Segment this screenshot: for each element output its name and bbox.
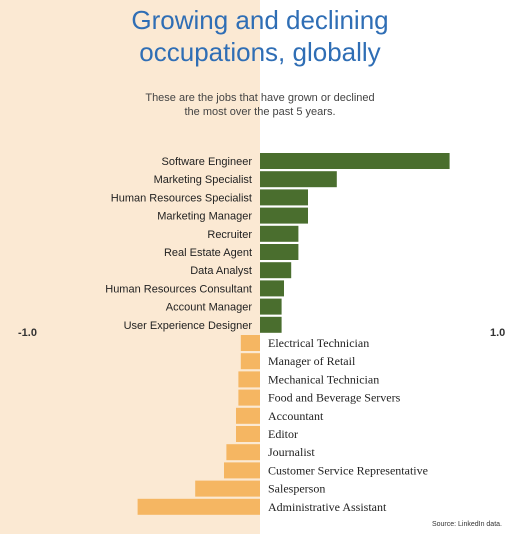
label-account-manager: Account Manager [166, 302, 253, 314]
bar-human-resources-consultant [260, 280, 284, 297]
bar-salesperson [195, 480, 260, 497]
label-data-analyst: Data Analyst [190, 265, 252, 277]
chart-title: Growing and declining occupations, globa… [131, 5, 389, 67]
label-food-and-beverage-servers: Food and Beverage Servers [268, 391, 401, 405]
label-recruiter: Recruiter [207, 229, 252, 241]
label-accountant: Accountant [268, 409, 324, 423]
label-customer-service-representative: Customer Service Representative [268, 463, 428, 477]
bar-manager-of-retail [240, 353, 260, 370]
bar-journalist [226, 444, 260, 461]
label-human-resources-specialist: Human Resources Specialist [111, 192, 252, 204]
label-administrative-assistant: Administrative Assistant [268, 500, 387, 514]
label-editor: Editor [268, 427, 298, 441]
label-marketing-specialist: Marketing Specialist [154, 174, 252, 186]
label-software-engineer: Software Engineer [162, 156, 253, 168]
label-mechanical-technician: Mechanical Technician [268, 372, 379, 386]
bar-mechanical-technician [238, 371, 260, 388]
bar-editor [236, 426, 260, 442]
chart-subtitle: These are the jobs that have grown or de… [145, 92, 375, 118]
bar-administrative-assistant [137, 498, 260, 515]
bar-food-and-beverage-servers [238, 389, 260, 406]
source-note: Source: LinkedIn data. [431, 521, 502, 528]
label-manager-of-retail: Manager of Retail [268, 354, 356, 368]
bars-group [137, 153, 450, 515]
bar-account-manager [260, 298, 282, 315]
label-human-resources-consultant: Human Resources Consultant [105, 283, 252, 295]
left-half-background [0, 0, 260, 534]
bar-data-analyst [260, 262, 292, 279]
bar-user-experience-designer [260, 316, 282, 333]
bar-electrical-technician [240, 335, 260, 351]
category-labels-group: Software Engineer Marketing Specialist Hum… [105, 156, 428, 514]
bar-customer-service-representative [224, 462, 260, 479]
label-salesperson: Salesperson [268, 482, 325, 496]
label-real-estate-agent: Real Estate Agent [164, 247, 252, 259]
label-user-experience-designer: User Experience Designer [124, 320, 253, 332]
bar-human-resources-specialist [260, 189, 308, 206]
label-marketing-manager: Marketing Manager [157, 211, 252, 223]
x-axis-min-tick: -1.0 [18, 327, 37, 339]
label-journalist: Journalist [268, 445, 315, 459]
bar-marketing-manager [260, 207, 308, 224]
bar-real-estate-agent [260, 244, 299, 260]
x-axis-max-tick: 1.0 [490, 327, 505, 339]
label-electrical-technician: Electrical Technician [268, 336, 369, 350]
bar-recruiter [260, 225, 299, 242]
bar-marketing-specialist [260, 171, 337, 188]
bar-accountant [236, 407, 260, 424]
bar-software-engineer [260, 153, 450, 169]
